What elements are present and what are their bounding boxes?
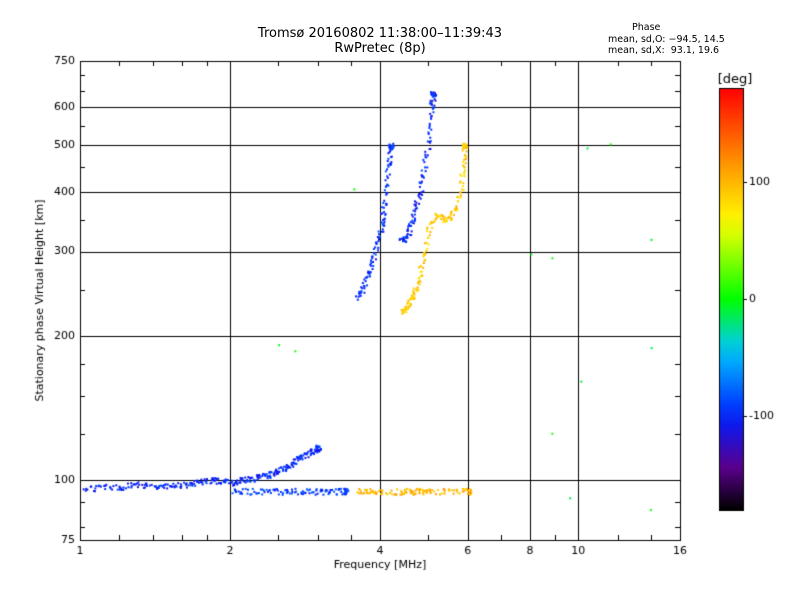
phase-heading: Phase [632,22,661,33]
phase-stat-x: mean, sd,X: 93.1, 19.6 [608,45,720,56]
chart-title: Tromsø 20160802 11:38:00–11:39:43 [257,26,503,41]
phase-stat-o: mean, sd,O: −94.5, 14.5 [608,34,725,45]
chart-subtitle: RwPretec (8p) [334,41,426,56]
